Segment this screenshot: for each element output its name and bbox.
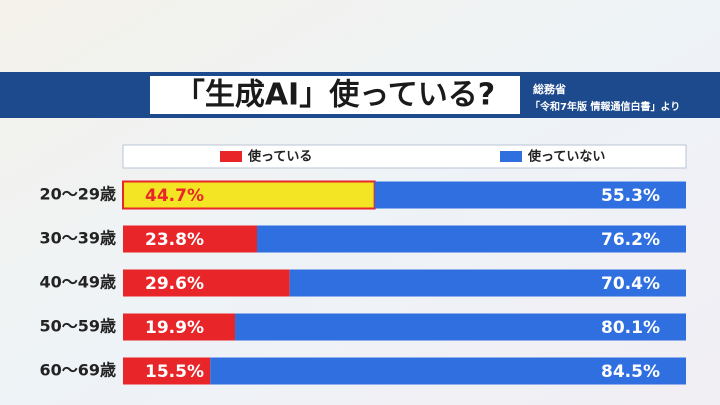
value-label: 84.5% (601, 362, 660, 382)
bar-segment (123, 269, 290, 297)
source-note: 「令和7年版 情報通信白書」より (530, 100, 680, 113)
bar-segment (289, 269, 686, 297)
value-label: 80.1% (601, 318, 660, 338)
chart-title: 「生成AI」使っている? (175, 78, 495, 113)
y-tick-label: 50～59歳 (39, 317, 116, 336)
y-tick-label: 40～49歳 (39, 273, 116, 292)
bar-segment (123, 225, 257, 253)
bar-segment (123, 357, 211, 385)
bar-segment (122, 180, 376, 210)
bar-segment (210, 357, 686, 385)
bar-segment (374, 181, 686, 209)
value-label: 15.5% (145, 362, 204, 382)
value-label: 23.8% (145, 230, 204, 250)
value-label: 19.9% (145, 318, 204, 338)
source: 総務省 (533, 82, 566, 96)
title-box (150, 76, 520, 114)
legend-swatch (500, 151, 522, 162)
bar-segment (123, 313, 236, 341)
bar-segment (256, 225, 686, 253)
legend-swatch (220, 151, 242, 162)
y-tick-label: 20～29歳 (39, 185, 116, 204)
bar-segment (235, 313, 687, 341)
legend-box (122, 144, 687, 169)
value-label: 29.6% (145, 274, 204, 294)
value-label: 76.2% (601, 230, 660, 250)
y-tick-label: 60～69歳 (39, 361, 116, 380)
value-label: 70.4% (601, 274, 660, 294)
legend-label: 使っていない (527, 149, 605, 165)
legend-label: 使っている (247, 149, 312, 165)
value-label: 55.3% (601, 186, 660, 206)
y-tick-label: 30～39歳 (39, 229, 116, 248)
value-label: 44.7% (145, 186, 204, 206)
